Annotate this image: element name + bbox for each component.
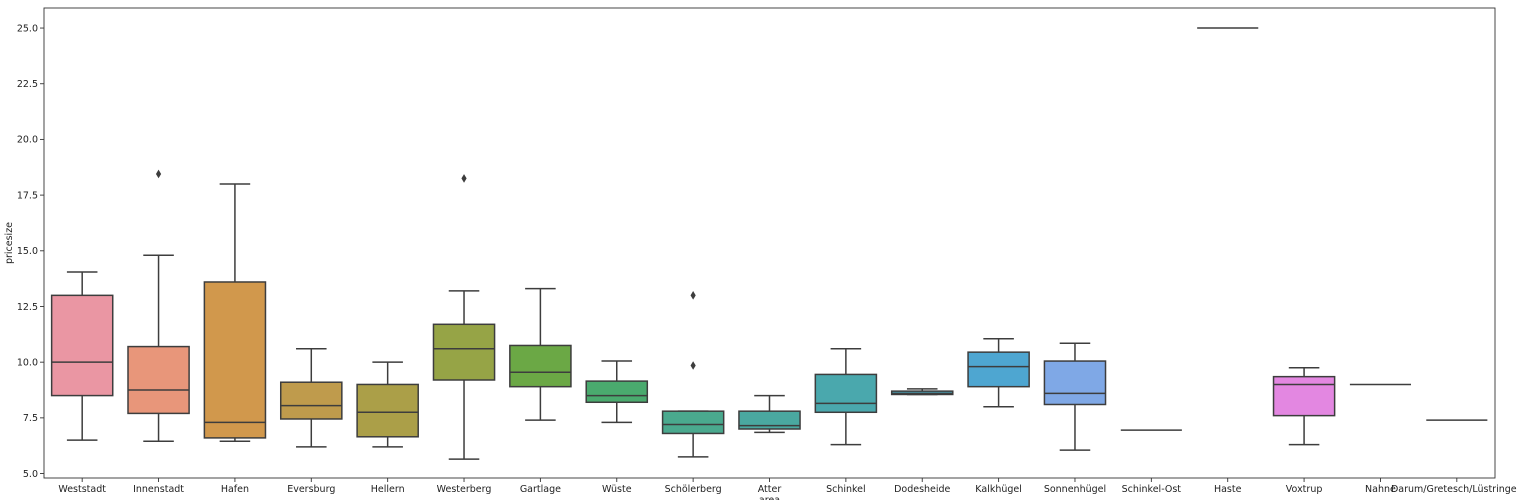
iqr-box (509, 344, 572, 388)
box-8 (661, 291, 725, 458)
outlier-point (461, 174, 467, 183)
x-tick-label: Eversburg (287, 484, 335, 495)
y-tick-label: 15.0 (17, 246, 38, 257)
box-6 (509, 287, 572, 421)
y-tick-label: 20.0 (17, 135, 38, 146)
outlier-point (690, 361, 696, 370)
x-tick-label: Schinkel (826, 484, 866, 495)
box-9 (738, 394, 801, 434)
iqr-box (661, 410, 725, 435)
box-3 (279, 348, 343, 448)
x-tick-label: Hellern (371, 484, 405, 495)
x-tick-label: Nahne (1365, 484, 1396, 495)
box-0 (50, 271, 114, 441)
x-tick-label: Darum/Gretesch/Lüstringen (1391, 484, 1517, 495)
iqr-box (203, 281, 267, 439)
outlier-point (155, 169, 162, 179)
iqr-box (1043, 360, 1107, 406)
iqr-box (814, 373, 878, 414)
iqr-box (356, 383, 419, 438)
box-16 (1272, 366, 1336, 446)
box-1 (127, 169, 190, 442)
y-tick-label: 17.5 (17, 190, 38, 201)
x-tick-label: Gartlage (520, 484, 561, 495)
x-tick-label: Innenstadt (133, 484, 184, 495)
x-tick-label: Dodesheide (894, 484, 950, 495)
box-10 (814, 348, 878, 446)
x-tick-label: Haste (1214, 484, 1242, 495)
x-tick-label: Hafen (221, 484, 249, 495)
y-tick-label: 7.5 (23, 413, 38, 424)
x-tick-label: Schinkel-Ost (1122, 484, 1182, 495)
iqr-box (50, 294, 114, 397)
iqr-box (967, 351, 1030, 388)
y-tick-label: 25.0 (17, 23, 38, 34)
y-tick-label: 12.5 (17, 302, 38, 313)
iqr-box (127, 345, 190, 415)
box-13 (1043, 342, 1107, 451)
plot-area (50, 27, 1488, 460)
box-2 (203, 183, 267, 442)
x-tick-label: Atter (758, 484, 782, 495)
x-tick-label: Wüste (602, 484, 632, 495)
box-4 (356, 361, 419, 448)
y-tick-label: 22.5 (17, 79, 38, 90)
y-axis: 5.0 7.5 10.0 12.5 15.0 17.5 20.0 22.5 25.0 (17, 23, 44, 480)
x-tick-label: Westerberg (437, 484, 492, 495)
iqr-box (279, 381, 343, 420)
box-7 (585, 360, 649, 424)
box-5 (432, 174, 496, 460)
y-axis-label: pricesize (4, 222, 15, 264)
iqr-box (738, 410, 801, 430)
x-tick-label: Kalkhügel (975, 484, 1022, 495)
x-tick-label: Weststadt (58, 484, 106, 495)
x-tick-label: Voxtrup (1286, 484, 1323, 495)
x-axis-label: area (759, 495, 780, 500)
y-tick-label: 5.0 (23, 469, 38, 480)
box-12 (967, 338, 1030, 408)
iqr-box (585, 380, 649, 404)
box-11 (890, 388, 954, 396)
x-tick-label: Schölerberg (665, 484, 722, 495)
iqr-box (432, 323, 496, 381)
outlier-point (690, 291, 696, 300)
x-axis: Weststadt Innenstadt Hafen Eversburg Hellern… (58, 478, 1517, 495)
y-tick-label: 10.0 (17, 357, 38, 368)
iqr-box (1272, 375, 1336, 417)
x-tick-label: Sonnenhügel (1044, 484, 1106, 495)
